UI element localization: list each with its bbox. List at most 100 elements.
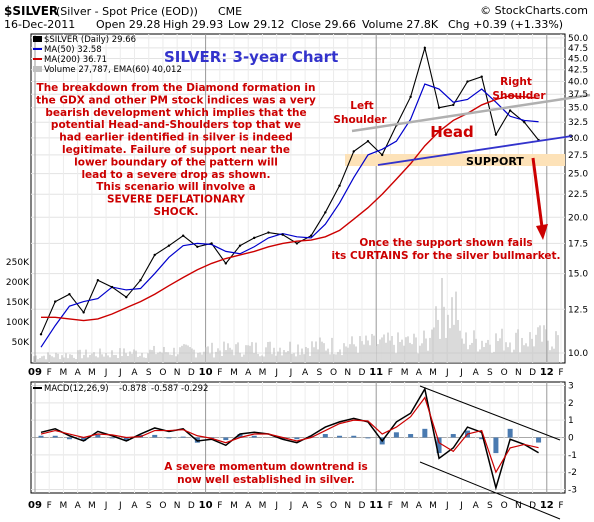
price-y-tick: 22.5 — [568, 190, 588, 200]
x-tick-label: A — [302, 501, 309, 511]
volume-y-tick: 250K — [6, 258, 30, 268]
commentary-line: SHOCK. — [153, 206, 198, 218]
legend-macd-v2: -0.587 — [151, 384, 178, 394]
x-tick-label: M — [259, 368, 267, 378]
commentary-line: had earlier identified in silver is inde… — [59, 132, 293, 144]
x-tick-label: N — [174, 368, 181, 378]
price-point — [423, 46, 427, 50]
commentary-line: bearish development which implies that t… — [45, 107, 306, 119]
commentary-line: SEVERE DEFLATIONARY — [107, 194, 245, 206]
macd-upper-trendline — [419, 385, 561, 441]
x-tick-label: S — [146, 368, 152, 378]
legend-volume: Volume 27,787, EMA(60) 40,012 — [44, 65, 182, 75]
x-tick-label: M — [60, 501, 68, 511]
x-tick-label: S — [146, 501, 152, 511]
x-tick-label: O — [159, 368, 166, 378]
x-tick-label: M — [88, 368, 96, 378]
macd-y-tick: 1 — [568, 416, 574, 426]
x-tick-label: S — [487, 368, 493, 378]
price-point — [480, 75, 483, 78]
x-tick-label: J — [274, 501, 278, 511]
curtains-text-2: its CURTAINS for the silver bullmarket. — [331, 250, 560, 262]
price-y-tick: 37.5 — [568, 90, 588, 100]
macd-y-tick: -3 — [568, 486, 577, 496]
price-y-tick: 30.0 — [568, 134, 588, 144]
x-tick-label: A — [302, 368, 309, 378]
price-y-tick: 42.5 — [568, 66, 588, 76]
x-tick-label: F — [47, 368, 52, 378]
x-tick-label: N — [515, 368, 522, 378]
price-y-tick: 10.0 — [568, 349, 588, 359]
legend-macd-v1: -0.878 — [119, 384, 146, 394]
price-point — [68, 293, 71, 296]
x-tick-label: J — [118, 501, 122, 511]
x-tick-label: J — [104, 368, 108, 378]
x-tick-label: D — [188, 368, 195, 378]
legend-macd-v3: -0.292 — [181, 384, 208, 394]
commentary-line: lead to a severe drop as shown. — [81, 169, 270, 181]
volume-value: Volume 27.8K — [362, 18, 439, 31]
x-tick-label: J — [445, 368, 449, 378]
price-point — [508, 109, 512, 112]
high-value: High 29.93 — [163, 18, 223, 31]
x-tick-label: N — [174, 501, 181, 511]
x-tick-label: A — [75, 501, 82, 511]
x-tick-label: 11 — [369, 367, 383, 378]
chart-title: SILVER: 3-year Chart — [164, 48, 338, 66]
x-tick-label: 10 — [199, 367, 213, 378]
x-tick-label: M — [401, 501, 409, 511]
x-tick-label: J — [289, 501, 293, 511]
x-tick-label: J — [459, 368, 463, 378]
signal-line — [40, 396, 539, 474]
price-y-tick: 20.0 — [568, 213, 588, 223]
price-point — [466, 80, 469, 83]
grid — [31, 34, 565, 493]
macd-series — [38, 385, 561, 520]
price-point — [267, 231, 270, 234]
macd-line — [40, 386, 539, 491]
x-tick-label: M — [230, 368, 238, 378]
volume-y-tick: 200K — [6, 278, 30, 288]
x-tick-label: M — [88, 501, 96, 511]
x-tick-label: 09 — [28, 367, 42, 378]
price-point — [324, 211, 327, 214]
x-tick-label: 12 — [540, 500, 554, 511]
x-tick-label: F — [558, 368, 563, 378]
price-point — [139, 279, 142, 282]
x-tick-label: F — [388, 501, 393, 511]
x-tick-label: J — [289, 368, 293, 378]
x-tick-label: A — [416, 501, 423, 511]
support-label: SUPPORT — [466, 155, 524, 168]
macd-legend: MACD(12,26,9) -0.878 -0.587 -0.292 — [33, 384, 208, 394]
x-tick-label: A — [245, 501, 252, 511]
chart-header: $SILVER (Silver - Spot Price (EOD)) CME … — [4, 4, 588, 31]
volume-bars — [33, 277, 559, 363]
macd-y-tick: 2 — [568, 399, 574, 409]
low-value: Low 29.12 — [228, 18, 285, 31]
breakdown-arrow — [531, 157, 548, 240]
price-point — [210, 242, 213, 245]
commentary-line: The breakdown from the Diamond formation… — [37, 82, 316, 94]
price-point — [110, 285, 114, 289]
commentary-text: The breakdown from the Diamond formation… — [36, 82, 316, 218]
x-tick-label: M — [230, 501, 238, 511]
price-point — [366, 139, 370, 143]
price-point — [167, 244, 171, 247]
price-y-tick: 35.0 — [568, 104, 588, 114]
price-point — [309, 234, 313, 237]
x-tick-label: 12 — [540, 367, 554, 378]
x-tick-label: F — [47, 501, 52, 511]
x-tick-label: J — [104, 501, 108, 511]
right-shoulder-label-1: Right — [500, 76, 532, 88]
x-tick-label: 11 — [369, 500, 383, 511]
exchange: CME — [218, 5, 242, 18]
price-y-tick: 27.5 — [568, 151, 588, 161]
support-band — [345, 154, 565, 166]
x-tick-label: F — [217, 501, 222, 511]
left-shoulder-label-2: Shoulder — [333, 114, 387, 126]
price-line — [40, 45, 539, 335]
price-y-tick: 25.0 — [568, 170, 588, 180]
commentary-line: legitimate. Failure of support near the — [62, 144, 290, 156]
price-point — [54, 300, 57, 303]
